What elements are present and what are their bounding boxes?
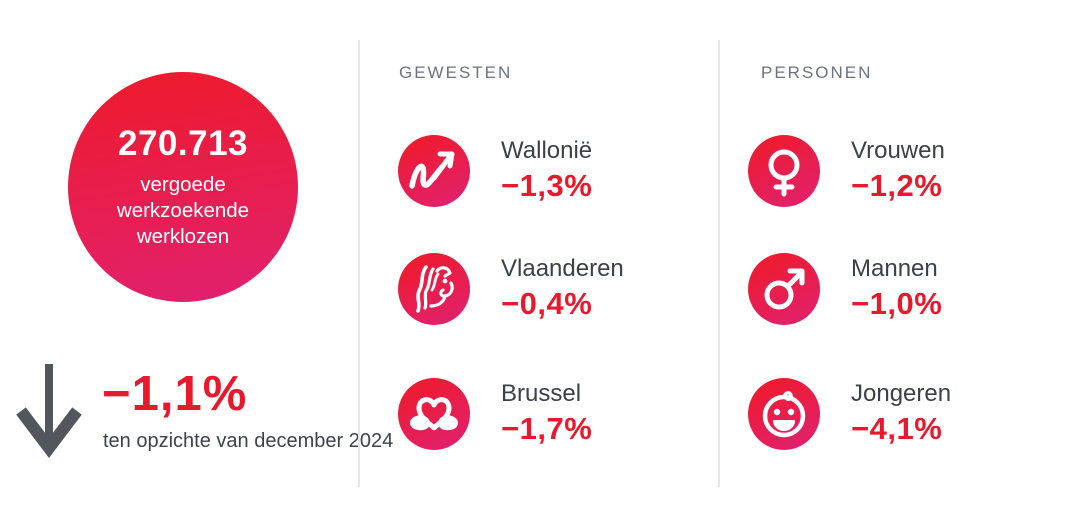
stat-text: Wallonië −1,3% [501,137,593,203]
female-icon [748,135,820,207]
stat-text: Mannen −1,0% [851,255,943,321]
stat-text: Vlaanderen −0,4% [501,255,624,321]
stat-mannen: Mannen −1,0% [748,253,942,325]
gewesten-section: GEWESTEN Wallonië −1,3% [398,63,624,450]
personen-section: PERSONEN Vrouwen −1,2% [748,63,951,450]
stat-text: Jongeren −4,1% [851,380,952,446]
overall-change-value: −1,1% [102,367,248,421]
stat-vrouwen: Vrouwen −1,2% [748,135,945,207]
stat-brussel: Brussel −1,7% [398,378,592,450]
total-label-line: werkzoekende [116,198,250,222]
stat-value: −0,4% [501,285,593,321]
total-circle: 270.713 vergoede werkzoekende werklozen [68,72,298,302]
stat-value: −1,3% [501,167,593,203]
stat-label: Brussel [501,380,582,408]
stat-wallonie: Wallonië −1,3% [398,135,592,207]
overall-change-caption: ten opzichte van december 2024 [103,430,394,452]
section-divider [718,40,720,487]
stat-label: Vlaanderen [501,255,624,283]
stat-jongeren: Jongeren −4,1% [748,378,951,450]
section-divider [358,40,360,487]
stat-text: Vrouwen −1,2% [851,137,945,203]
flemish-lion-icon [398,253,470,325]
total-label-line: werklozen [136,225,230,249]
total-label-line: vergoede [140,172,226,196]
youth-face-icon [748,378,820,450]
stat-vlaanderen: Vlaanderen −0,4% [398,253,624,325]
personen-header: PERSONEN [761,63,873,82]
stat-value: −1,2% [851,167,943,203]
down-arrow-icon [14,358,84,463]
total-label: vergoede werkzoekende werklozen [117,172,249,251]
stat-text: Brussel −1,7% [501,380,593,446]
male-icon [748,253,820,325]
stat-label: Jongeren [851,380,952,408]
stat-label: Wallonië [501,137,593,165]
stat-value: −1,7% [501,410,593,446]
gewesten-header: GEWESTEN [399,63,513,82]
stat-value: −4,1% [851,410,943,446]
wallonia-w-arrow-icon [398,135,470,207]
brussels-iris-icon [398,378,470,450]
stat-label: Mannen [851,255,938,283]
stat-label: Vrouwen [851,137,945,165]
total-number: 270.713 [117,123,249,163]
stat-value: −1,0% [851,285,943,321]
